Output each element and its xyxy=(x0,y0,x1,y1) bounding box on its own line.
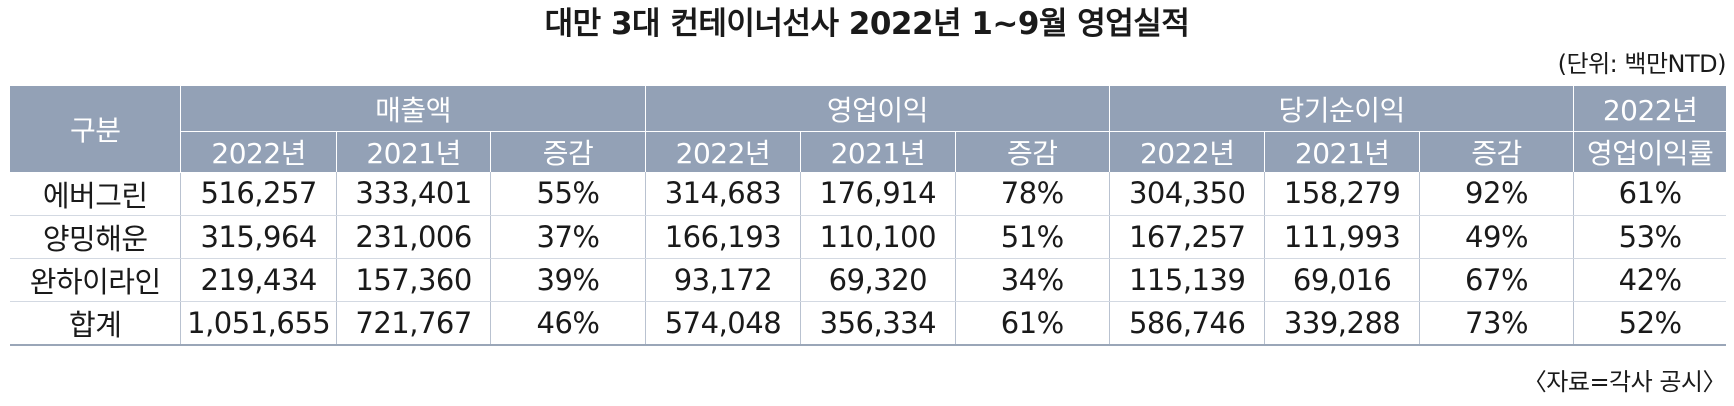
revenue-change: 55% xyxy=(491,172,645,215)
table-title: 대만 3대 컨테이너선사 2022년 1~9월 영업실적 xyxy=(0,2,1734,46)
header-row-sub: 2022년 2021년 증감 2022년 2021년 증감 2022년 2021… xyxy=(10,132,1726,173)
operating-margin: 52% xyxy=(1574,301,1726,345)
operating-margin: 61% xyxy=(1574,172,1726,215)
revenue-2022: 516,257 xyxy=(181,172,336,215)
net-income-2021: 111,993 xyxy=(1265,215,1419,258)
company-name: 완하이라인 xyxy=(10,258,181,301)
op-profit-change: 78% xyxy=(955,172,1109,215)
table-row: 양밍해운 315,964 231,006 37% 166,193 110,100… xyxy=(10,215,1726,258)
total-label: 합계 xyxy=(10,301,181,345)
header-op-change: 증감 xyxy=(955,132,1109,173)
header-group-operating-profit: 영업이익 xyxy=(645,86,1109,132)
operating-margin: 53% xyxy=(1574,215,1726,258)
op-profit-2022: 166,193 xyxy=(645,215,800,258)
header-category: 구분 xyxy=(10,86,181,172)
header-op-2021: 2021년 xyxy=(801,132,955,173)
op-profit-2022: 93,172 xyxy=(645,258,800,301)
revenue-change: 37% xyxy=(491,215,645,258)
header-net-change: 증감 xyxy=(1419,132,1573,173)
net-income-change: 67% xyxy=(1419,258,1573,301)
header-margin-label: 영업이익률 xyxy=(1574,132,1726,173)
revenue-2021: 157,360 xyxy=(336,258,490,301)
revenue-change: 46% xyxy=(491,301,645,345)
revenue-2021: 333,401 xyxy=(336,172,490,215)
table-row: 에버그린 516,257 333,401 55% 314,683 176,914… xyxy=(10,172,1726,215)
revenue-2022: 1,051,655 xyxy=(181,301,336,345)
op-profit-change: 61% xyxy=(955,301,1109,345)
header-op-2022: 2022년 xyxy=(645,132,800,173)
op-profit-change: 34% xyxy=(955,258,1109,301)
header-revenue-2022: 2022년 xyxy=(181,132,336,173)
net-income-2022: 304,350 xyxy=(1109,172,1264,215)
op-profit-2021: 110,100 xyxy=(801,215,955,258)
total-row: 합계 1,051,655 721,767 46% 574,048 356,334… xyxy=(10,301,1726,345)
net-income-change: 73% xyxy=(1419,301,1573,345)
op-profit-2021: 176,914 xyxy=(801,172,955,215)
revenue-2021: 231,006 xyxy=(336,215,490,258)
net-income-2022: 115,139 xyxy=(1109,258,1264,301)
header-group-revenue: 매출액 xyxy=(181,86,645,132)
revenue-2022: 219,434 xyxy=(181,258,336,301)
performance-table: 구분 매출액 영업이익 당기순이익 2022년 2022년 2021년 증감 2… xyxy=(10,86,1726,346)
header-revenue-change: 증감 xyxy=(491,132,645,173)
header-group-net-income: 당기순이익 xyxy=(1109,86,1573,132)
header-row-groups: 구분 매출액 영업이익 당기순이익 2022년 xyxy=(10,86,1726,132)
company-name: 에버그린 xyxy=(10,172,181,215)
header-net-2021: 2021년 xyxy=(1265,132,1419,173)
company-name: 양밍해운 xyxy=(10,215,181,258)
unit-label: (단위: 백만NTD) xyxy=(1558,46,1726,82)
net-income-2021: 339,288 xyxy=(1265,301,1419,345)
revenue-2022: 315,964 xyxy=(181,215,336,258)
net-income-2022: 167,257 xyxy=(1109,215,1264,258)
net-income-2022: 586,746 xyxy=(1109,301,1264,345)
revenue-2021: 721,767 xyxy=(336,301,490,345)
net-income-2021: 69,016 xyxy=(1265,258,1419,301)
source-note: 〈자료=각사 공시〉 xyxy=(1523,364,1726,400)
net-income-2021: 158,279 xyxy=(1265,172,1419,215)
op-profit-2021: 69,320 xyxy=(801,258,955,301)
op-profit-2022: 574,048 xyxy=(645,301,800,345)
operating-margin: 42% xyxy=(1574,258,1726,301)
header-net-2022: 2022년 xyxy=(1109,132,1264,173)
net-income-change: 49% xyxy=(1419,215,1573,258)
op-profit-2022: 314,683 xyxy=(645,172,800,215)
header-revenue-2021: 2021년 xyxy=(336,132,490,173)
op-profit-2021: 356,334 xyxy=(801,301,955,345)
header-margin-year: 2022년 xyxy=(1574,86,1726,132)
net-income-change: 92% xyxy=(1419,172,1573,215)
table-row: 완하이라인 219,434 157,360 39% 93,172 69,320 … xyxy=(10,258,1726,301)
revenue-change: 39% xyxy=(491,258,645,301)
op-profit-change: 51% xyxy=(955,215,1109,258)
